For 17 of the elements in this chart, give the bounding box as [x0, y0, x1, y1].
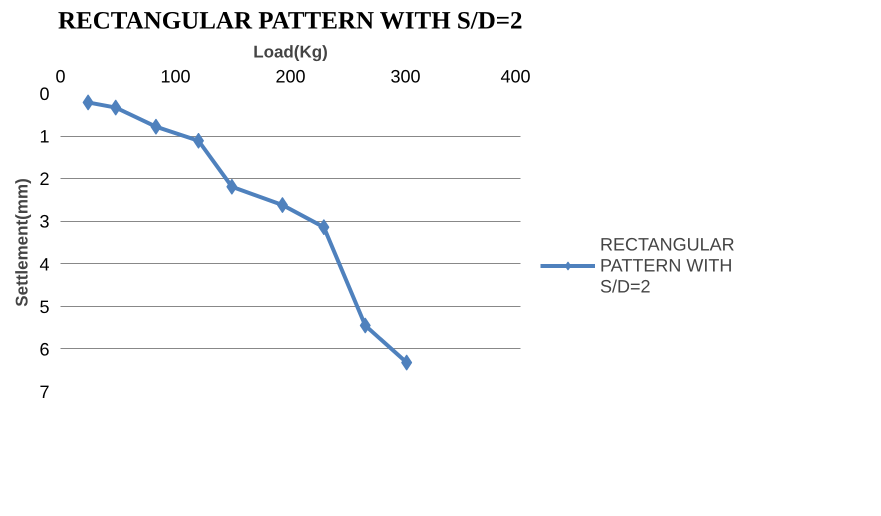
- y-tick-label: 3: [39, 212, 50, 232]
- y-tick-label: 1: [39, 126, 50, 147]
- y-tick-label: 5: [39, 296, 50, 317]
- x-tick-label: 300: [390, 66, 421, 86]
- x-tick-label: 100: [160, 66, 191, 86]
- legend-label: RECTANGULAR PATTERN WITH S/D=2: [600, 234, 735, 297]
- x-tick-label: 0: [55, 66, 66, 86]
- y-tick-label: 4: [39, 254, 50, 274]
- chart-title: RECTANGULAR PATTERN WITH S/D=2: [58, 8, 523, 34]
- x-tick-label: 400: [500, 66, 531, 86]
- y-tick-label: 7: [39, 382, 50, 402]
- y-tick-label: 2: [39, 169, 50, 190]
- x-tick-label: 200: [275, 66, 306, 86]
- x-axis-title: Load(Kg): [253, 42, 328, 62]
- y-axis-title: Settlement(mm): [12, 178, 32, 307]
- y-tick-label: 6: [39, 339, 50, 360]
- y-tick-label: 0: [39, 84, 50, 104]
